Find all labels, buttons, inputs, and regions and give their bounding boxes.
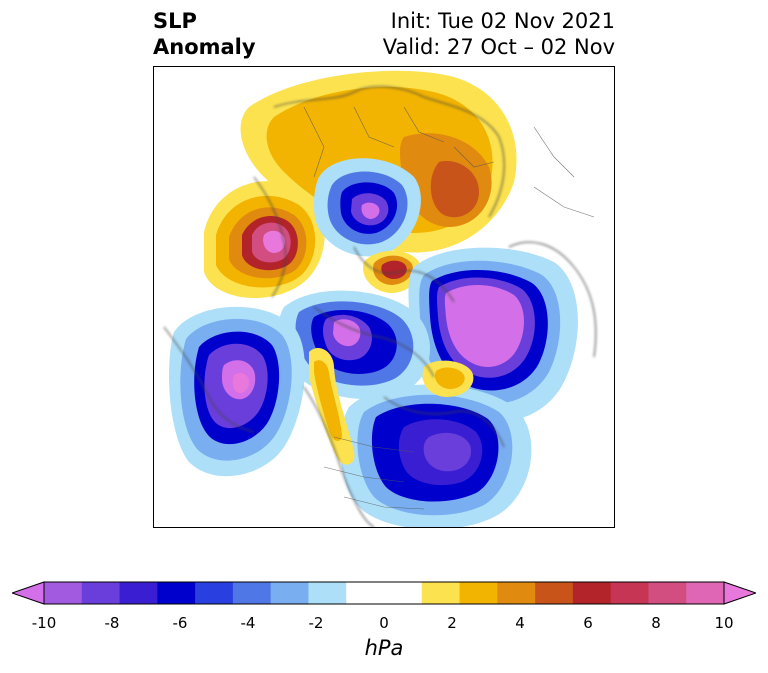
colorbar-cell (459, 582, 498, 604)
colorbar-tick-label: -6 (172, 614, 188, 632)
negative-anomaly-pacific (169, 306, 305, 477)
colorbar-cell (119, 582, 158, 604)
colorbar-cell (421, 582, 461, 604)
colorbar-cell (232, 582, 272, 604)
map-canvas (163, 70, 597, 527)
variable-label: SLP (153, 9, 197, 33)
positive-anomaly-svalbard (363, 250, 421, 293)
colorbar-extend-max (723, 581, 756, 605)
colorbar-cell (44, 582, 83, 604)
units-label: hPa (364, 636, 404, 660)
colorbar-tick-label: 6 (583, 614, 593, 632)
colorbar-cell (686, 582, 725, 604)
colorbar-cell (610, 582, 649, 604)
colorbar-tick-label: 8 (651, 614, 661, 632)
colorbar-extend-min (12, 581, 45, 605)
colorbar-tick-label: -2 (308, 614, 324, 632)
coastlines (163, 86, 597, 527)
negative-anomaly-barents (313, 158, 421, 257)
colorbar-cell (384, 582, 423, 604)
colorbar-cell (648, 582, 687, 604)
anomaly-map (153, 66, 615, 528)
colorbar-cell (308, 582, 347, 604)
colorbar-cell (81, 582, 121, 604)
colorbar-cell (535, 582, 574, 604)
colorbar-tick-label: -4 (240, 614, 256, 632)
colorbar-cell (195, 582, 234, 604)
colorbar-tick-label: 0 (379, 614, 389, 632)
colorbar-cell (270, 582, 309, 604)
colorbar-cell (157, 582, 196, 604)
positive-anomaly-westamerica (309, 347, 474, 465)
colorbar-tick-label: -10 (31, 614, 57, 632)
colorbar-cell (497, 582, 536, 604)
colorbar-tick-label: 2 (447, 614, 457, 632)
plot-title-left: SLP Anomaly (153, 8, 256, 60)
colorbar-cell (572, 582, 612, 604)
colorbar-tick-label: 4 (515, 614, 525, 632)
negative-anomaly-northamerica (340, 384, 532, 527)
colorbar-tick-label: 10 (714, 614, 734, 632)
valid-label: Valid: 27 Oct – 02 Nov (382, 35, 615, 59)
colorbar (12, 581, 756, 605)
colorbar-cell (346, 582, 385, 604)
colorbar-tick-label: -8 (104, 614, 120, 632)
kind-label: Anomaly (153, 35, 256, 59)
country-borders (303, 106, 595, 510)
colorbar-outline (43, 581, 725, 605)
plot-title-right: Init: Tue 02 Nov 2021 Valid: 27 Oct – 02… (383, 8, 615, 60)
positive-anomaly-atlantic (204, 181, 325, 299)
init-label: Init: Tue 02 Nov 2021 (390, 9, 615, 33)
